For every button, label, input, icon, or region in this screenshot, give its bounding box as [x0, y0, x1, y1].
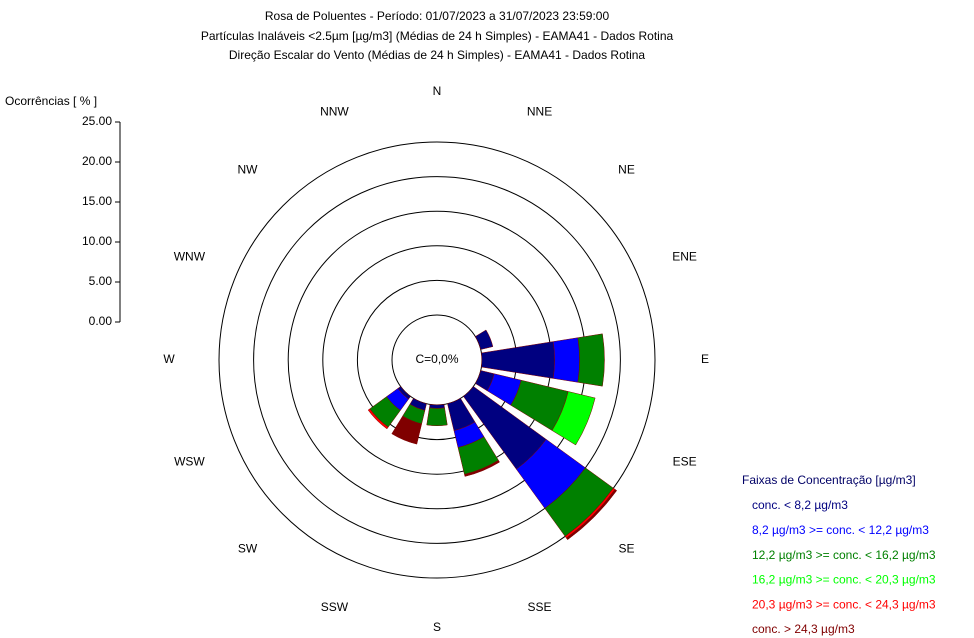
- wedge: [426, 407, 448, 427]
- wedge: [566, 489, 618, 541]
- y-tick-label: 15.00: [82, 194, 112, 208]
- direction-label: WSW: [174, 455, 205, 469]
- legend-entry: 12,2 µg/m3 >= conc. < 16,2 µg/m3: [752, 548, 936, 562]
- ring: [218, 141, 656, 579]
- wedge: [429, 404, 445, 409]
- direction-label: ENE: [672, 250, 697, 264]
- direction-label: SE: [618, 542, 634, 556]
- calm-label: C=0,0%: [415, 352, 458, 366]
- chart-subtitle: Direção Escalar do Vento (Médias de 24 h…: [229, 48, 646, 62]
- legend-entry: 16,2 µg/m3 >= conc. < 20,3 µg/m3: [752, 573, 936, 587]
- y-axis-label: Ocorrências [ % ]: [5, 94, 97, 108]
- direction-label: ESE: [673, 455, 697, 469]
- wedge: [475, 329, 494, 350]
- direction-label: NE: [618, 163, 635, 177]
- wedge: [577, 333, 605, 387]
- y-tick-label: 20.00: [82, 154, 112, 168]
- direction-label: SSW: [321, 600, 349, 614]
- legend-entry: 20,3 µg/m3 >= conc. < 24,3 µg/m3: [752, 597, 936, 611]
- direction-label: SW: [238, 542, 258, 556]
- direction-label: NW: [237, 163, 258, 177]
- wedge: [481, 341, 555, 379]
- legend-entry: conc. > 24,3 µg/m3: [752, 622, 855, 636]
- ring: [253, 176, 621, 544]
- direction-label: NNE: [527, 105, 552, 119]
- wedge: [551, 391, 596, 446]
- wedge: [391, 415, 422, 445]
- direction-label: E: [701, 352, 709, 366]
- direction-label: S: [433, 620, 441, 634]
- y-tick-label: 25.00: [82, 114, 112, 128]
- direction-label: SSE: [528, 600, 552, 614]
- legend-entry: conc. < 8,2 µg/m3: [752, 498, 848, 512]
- y-tick-label: 10.00: [82, 234, 112, 248]
- wedge: [367, 408, 389, 430]
- direction-label: WNW: [174, 250, 206, 264]
- y-tick-label: 0.00: [89, 314, 113, 328]
- wedge: [552, 337, 580, 383]
- chart-subtitle: Partículas Inaláveis <2.5µm [µg/m3] (Méd…: [201, 29, 674, 43]
- y-tick-label: 5.00: [89, 274, 113, 288]
- legend-title: Faixas de Concentração [µg/m3]: [742, 473, 916, 487]
- direction-label: W: [163, 352, 175, 366]
- direction-label: NNW: [320, 105, 349, 119]
- legend-entry: 8,2 µg/m3 >= conc. < 12,2 µg/m3: [752, 523, 929, 537]
- direction-label: N: [433, 84, 442, 98]
- wedge: [464, 459, 500, 477]
- chart-title: Rosa de Poluentes - Período: 01/07/2023 …: [265, 9, 610, 23]
